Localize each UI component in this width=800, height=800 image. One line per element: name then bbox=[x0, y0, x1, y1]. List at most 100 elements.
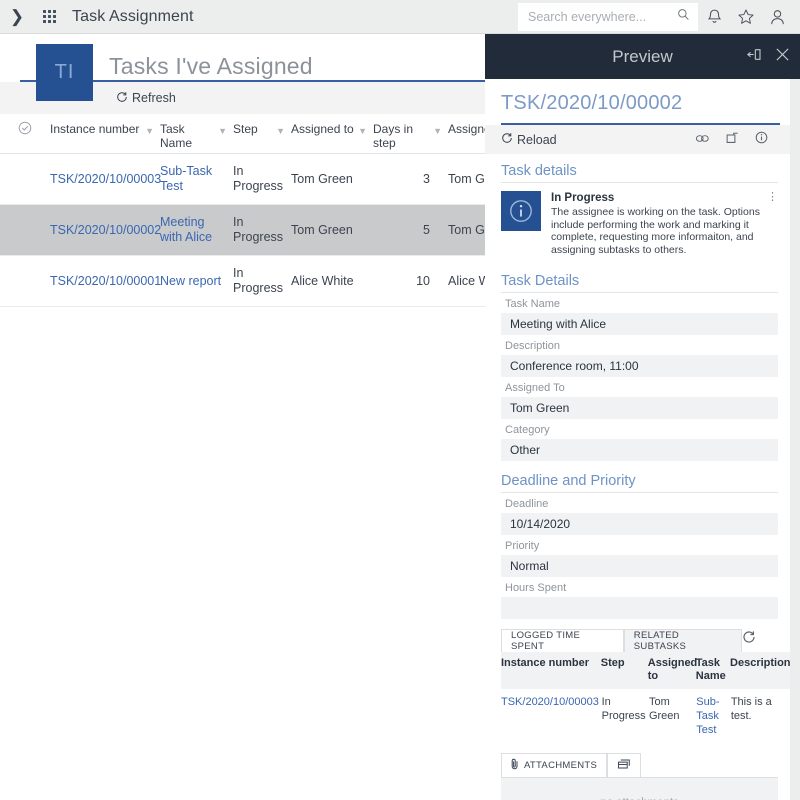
subtask-cell-description: This is a test. bbox=[730, 696, 772, 722]
tile-initials: TI bbox=[54, 61, 75, 83]
subtask-refresh-icon[interactable] bbox=[742, 630, 778, 652]
field-label: Description bbox=[505, 340, 561, 352]
column-header-task-name[interactable]: Task Name ▼ bbox=[160, 118, 233, 150]
expand-menu-icon[interactable]: ❯ bbox=[9, 6, 25, 26]
column-label: Step bbox=[233, 122, 258, 136]
subtask-row[interactable]: TSK/2020/10/00003 In Progress Tom Green … bbox=[501, 689, 790, 737]
preview-body: TSK/2020/10/00002 Reload bbox=[485, 79, 790, 800]
subtask-column-assigned-to: Assigned to bbox=[647, 657, 698, 682]
top-bar: ❯ Task Assignment Search everywhere... bbox=[0, 0, 800, 33]
subtask-tabs: LOGGED TIME SPENT RELATED SUBTASKS bbox=[485, 619, 790, 652]
cell-assigned-to: Tom Green bbox=[291, 222, 353, 237]
search-placeholder: Search everywhere... bbox=[528, 9, 647, 24]
field-value[interactable]: 10/14/2020 bbox=[501, 513, 778, 535]
preview-header-actions bbox=[746, 34, 790, 79]
link-icon[interactable] bbox=[695, 131, 710, 149]
field-value[interactable]: Normal bbox=[501, 555, 778, 577]
row-select-checkbox[interactable] bbox=[0, 178, 50, 181]
cell-instance-number[interactable]: TSK/2020/10/00001 bbox=[50, 273, 162, 288]
subtask-column-step: Step bbox=[600, 657, 625, 669]
field-assigned-to: Assigned To Tom Green bbox=[485, 377, 790, 419]
column-label: Days in step bbox=[373, 122, 414, 150]
section-rule bbox=[501, 492, 778, 493]
reload-label: Reload bbox=[517, 132, 557, 147]
chevron-down-icon[interactable]: ▼ bbox=[145, 126, 154, 136]
subtask-cell-task-name[interactable]: Sub-Task Test bbox=[696, 696, 720, 736]
section-title-deadline-priority: Deadline and Priority bbox=[501, 473, 636, 489]
header-accent-rule bbox=[20, 80, 780, 82]
column-header-step[interactable]: Step ▼ bbox=[233, 118, 291, 138]
topbar-icons bbox=[706, 8, 800, 26]
column-label: Assigned to bbox=[291, 122, 354, 136]
cell-task-name[interactable]: Sub-Task Test bbox=[160, 164, 213, 193]
bell-icon[interactable] bbox=[706, 8, 723, 26]
status-card: In Progress The assignee is working on t… bbox=[485, 183, 790, 264]
field-label: Task Name bbox=[505, 298, 561, 310]
row-select-checkbox[interactable] bbox=[0, 280, 50, 283]
attachments-tab-label: ATTACHMENTS bbox=[524, 760, 598, 771]
subtask-column-task-name: Task Name bbox=[695, 657, 726, 682]
user-icon[interactable] bbox=[769, 8, 786, 26]
cell-task-name[interactable]: New report bbox=[160, 273, 222, 288]
reload-button[interactable]: Reload bbox=[501, 132, 557, 147]
field-label: Priority bbox=[505, 540, 540, 552]
chevron-down-icon[interactable]: ▼ bbox=[433, 126, 442, 136]
preview-header: Preview bbox=[485, 34, 800, 79]
subtask-cell-assigned-to: Tom Green bbox=[648, 696, 680, 722]
select-all-checkbox[interactable] bbox=[0, 118, 50, 135]
topbar-divider bbox=[0, 33, 800, 34]
cell-assigned-to: Tom Green bbox=[291, 171, 353, 186]
preview-title: Preview bbox=[612, 46, 673, 66]
app-grid-icon[interactable] bbox=[34, 0, 64, 33]
row-select-checkbox[interactable] bbox=[0, 229, 50, 232]
field-value[interactable]: Conference room, 11:00 bbox=[501, 355, 778, 377]
chevron-down-icon[interactable]: ▼ bbox=[358, 126, 367, 136]
field-value[interactable] bbox=[501, 597, 778, 619]
cell-step: In Progress bbox=[233, 266, 284, 295]
more-options-icon[interactable]: ⋮ bbox=[767, 191, 778, 203]
info-icon[interactable] bbox=[755, 131, 768, 149]
cell-instance-number[interactable]: TSK/2020/10/00002 bbox=[50, 222, 162, 237]
row-divider bbox=[0, 306, 800, 307]
tab-logged-time-spent[interactable]: LOGGED TIME SPENT bbox=[501, 629, 624, 652]
attachments-empty-state: no attachments bbox=[501, 777, 778, 800]
tab-archive[interactable] bbox=[607, 753, 642, 777]
status-name: In Progress bbox=[551, 192, 615, 204]
subtask-cell-instance-number[interactable]: TSK/2020/10/00003 bbox=[501, 696, 599, 708]
info-status-icon bbox=[501, 191, 541, 231]
field-label: Category bbox=[505, 424, 550, 436]
tab-related-subtasks[interactable]: RELATED SUBTASKS bbox=[623, 629, 742, 652]
record-id: TSK/2020/10/00002 bbox=[501, 92, 683, 114]
column-header-assigned-to[interactable]: Assigned to ▼ bbox=[291, 118, 373, 138]
pin-icon[interactable] bbox=[746, 47, 763, 67]
page-title: Tasks I've Assigned bbox=[109, 53, 313, 79]
preview-action-icons bbox=[695, 131, 790, 149]
chevron-down-icon[interactable]: ▼ bbox=[218, 126, 227, 136]
close-icon[interactable] bbox=[775, 47, 790, 67]
search-input[interactable]: Search everywhere... bbox=[518, 2, 698, 31]
column-header-days-in-step[interactable]: Days in step ▼ bbox=[373, 118, 448, 150]
column-header-instance-number[interactable]: Instance number ▼ bbox=[50, 118, 160, 138]
record-id-rule bbox=[501, 123, 780, 125]
field-value[interactable]: Other bbox=[501, 439, 778, 461]
tab-attachments[interactable]: ATTACHMENTS bbox=[501, 753, 608, 777]
chevron-down-icon[interactable]: ▼ bbox=[276, 126, 285, 136]
cell-instance-number[interactable]: TSK/2020/10/00003 bbox=[50, 171, 162, 186]
field-label: Hours Spent bbox=[505, 582, 567, 594]
star-icon[interactable] bbox=[737, 8, 755, 26]
refresh-button[interactable]: Refresh bbox=[116, 91, 176, 106]
app-title: Task Assignment bbox=[72, 7, 194, 25]
row-divider bbox=[0, 204, 800, 205]
field-value[interactable]: Meeting with Alice bbox=[501, 313, 778, 335]
search-icon[interactable] bbox=[677, 8, 690, 26]
status-description: The assignee is working on the task. Opt… bbox=[551, 206, 760, 256]
cell-task-name[interactable]: Meeting with Alice bbox=[160, 215, 213, 244]
subtasks-table: Instance number Step Assigned to Task Na… bbox=[485, 652, 790, 737]
refresh-icon bbox=[116, 91, 128, 106]
field-description: Description Conference room, 11:00 bbox=[485, 335, 790, 377]
column-label: Task Name bbox=[160, 122, 193, 150]
field-value[interactable]: Tom Green bbox=[501, 397, 778, 419]
archive-icon bbox=[617, 758, 631, 773]
open-in-new-icon[interactable] bbox=[726, 131, 739, 149]
